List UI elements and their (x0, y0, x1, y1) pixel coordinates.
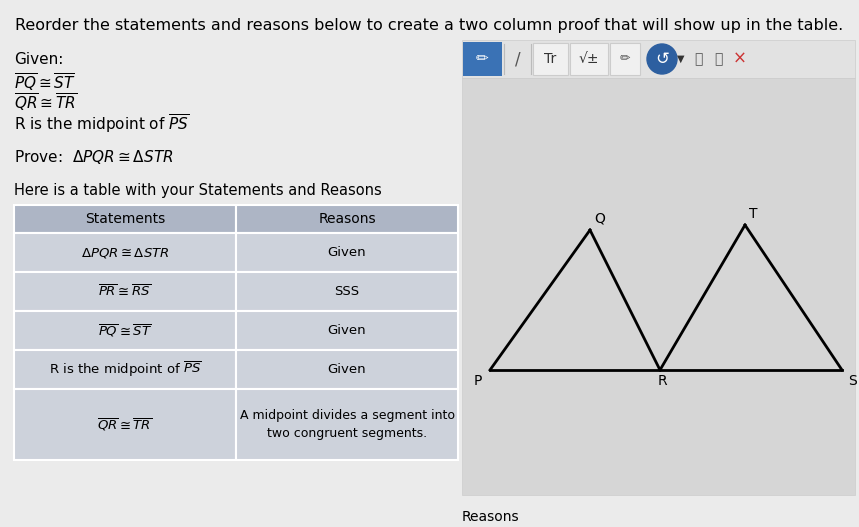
Text: √±: √± (579, 52, 600, 66)
Text: $\Delta PQR \cong \Delta STR$: $\Delta PQR \cong \Delta STR$ (81, 246, 169, 259)
Text: ⌢: ⌢ (714, 52, 722, 66)
Text: ↺: ↺ (655, 50, 669, 68)
Bar (236, 272, 458, 311)
Bar (533, 43, 568, 75)
Text: R is the midpoint of $\overline{PS}$: R is the midpoint of $\overline{PS}$ (49, 360, 201, 379)
Text: Tr: Tr (544, 52, 556, 66)
Text: two congruent segments.: two congruent segments. (267, 427, 427, 440)
Text: Here is a table with your Statements and Reasons: Here is a table with your Statements and… (14, 183, 381, 198)
Text: Prove:  $\Delta PQR \cong \Delta STR$: Prove: $\Delta PQR \cong \Delta STR$ (14, 148, 174, 166)
Bar (14, 389, 236, 460)
Bar (14, 272, 236, 311)
Text: $\overline{PQ} \cong \overline{ST}$: $\overline{PQ} \cong \overline{ST}$ (98, 323, 152, 339)
Text: Given: Given (327, 363, 366, 376)
Bar (462, 40, 855, 78)
Text: Reasons: Reasons (318, 212, 376, 226)
Text: R is the midpoint of $\overline{PS}$: R is the midpoint of $\overline{PS}$ (14, 112, 189, 135)
Bar (14, 350, 236, 389)
Text: ✏: ✏ (476, 52, 489, 66)
Bar (236, 233, 458, 272)
Text: SSS: SSS (334, 285, 360, 298)
Text: ✏: ✏ (619, 53, 631, 65)
Text: ×: × (733, 50, 747, 68)
Bar (462, 78, 855, 495)
Text: ▼: ▼ (677, 54, 685, 64)
Text: A midpoint divides a segment into: A midpoint divides a segment into (240, 409, 454, 422)
Text: Given: Given (327, 324, 366, 337)
Text: $\overline{QR} \cong \overline{TR}$: $\overline{QR} \cong \overline{TR}$ (97, 416, 153, 433)
Text: Q: Q (594, 212, 605, 226)
Bar (14, 311, 236, 350)
Text: Given:: Given: (14, 52, 64, 67)
Text: $\overline{PQ} \cong \overline{ST}$: $\overline{PQ} \cong \overline{ST}$ (14, 72, 76, 94)
Text: T: T (749, 207, 758, 221)
Text: Statements: Statements (85, 212, 165, 226)
Circle shape (647, 44, 677, 74)
Text: Reasons: Reasons (462, 510, 520, 524)
Text: S: S (848, 374, 856, 388)
Text: $\overline{QR} \cong \overline{TR}$: $\overline{QR} \cong \overline{TR}$ (14, 92, 77, 114)
Text: P: P (473, 374, 482, 388)
Text: ⌢: ⌢ (694, 52, 702, 66)
Bar (14, 205, 236, 233)
Text: R: R (657, 374, 667, 388)
Bar (570, 43, 608, 75)
Bar (236, 350, 458, 389)
Bar (236, 389, 458, 460)
Text: Given: Given (327, 246, 366, 259)
Bar (610, 43, 640, 75)
Bar (236, 205, 458, 233)
Bar (236, 311, 458, 350)
Bar (463, 42, 502, 76)
Text: $\overline{PR} \cong \overline{RS}$: $\overline{PR} \cong \overline{RS}$ (99, 284, 151, 299)
Bar (14, 233, 236, 272)
Text: Reorder the statements and reasons below to create a two column proof that will : Reorder the statements and reasons below… (15, 18, 844, 33)
Text: /: / (515, 50, 521, 68)
